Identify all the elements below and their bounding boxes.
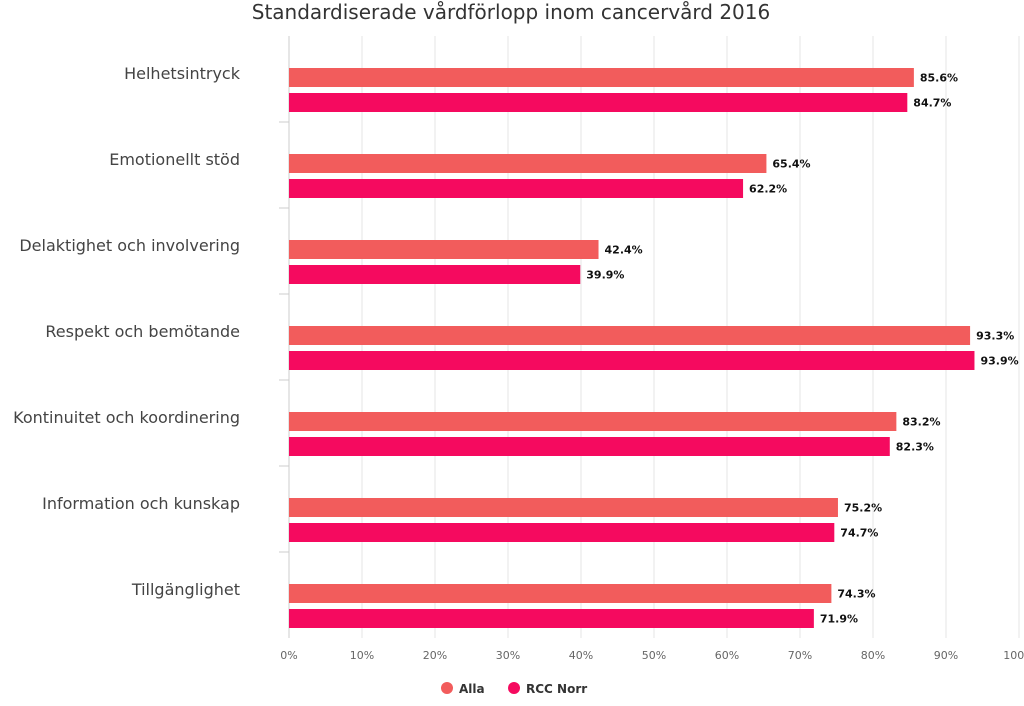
category-label: Delaktighet och involvering bbox=[19, 236, 240, 255]
bar-rcc-norr[interactable] bbox=[289, 523, 835, 542]
chart-title: Standardiserade vårdförlopp inom cancerv… bbox=[252, 0, 770, 24]
data-label: 75.2% bbox=[844, 502, 882, 515]
legend-marker-alla bbox=[441, 682, 453, 694]
legend-label-rcc-norr: RCC Norr bbox=[526, 682, 587, 696]
bar-rcc-norr[interactable] bbox=[289, 93, 908, 112]
x-tick-label: 60% bbox=[715, 649, 739, 662]
category-label: Helhetsintryck bbox=[124, 64, 241, 83]
x-tick-label: 70% bbox=[788, 649, 812, 662]
bar-alla[interactable] bbox=[289, 326, 971, 345]
bar-alla[interactable] bbox=[289, 240, 599, 259]
data-label: 62.2% bbox=[749, 183, 787, 196]
bar-alla[interactable] bbox=[289, 154, 767, 173]
legend-marker-rcc-norr bbox=[508, 682, 520, 694]
category-axis: Helhetsintryck Emotionellt stöd Delaktighe… bbox=[13, 36, 290, 638]
category-label: Kontinuitet och koordinering bbox=[13, 408, 240, 427]
bar-rcc-norr[interactable] bbox=[289, 351, 975, 370]
legend-item-rcc-norr[interactable]: RCC Norr bbox=[508, 682, 587, 696]
legend: Alla RCC Norr bbox=[441, 682, 587, 696]
bar-alla[interactable] bbox=[289, 68, 914, 87]
legend-label-alla: Alla bbox=[459, 682, 485, 696]
x-tick-label: 30% bbox=[496, 649, 520, 662]
category-label: Emotionellt stöd bbox=[109, 150, 240, 169]
x-tick-label: 50% bbox=[642, 649, 666, 662]
data-label: 84.7% bbox=[913, 97, 951, 110]
data-label: 65.4% bbox=[772, 158, 810, 171]
legend-item-alla[interactable]: Alla bbox=[441, 682, 485, 696]
bar-rcc-norr[interactable] bbox=[289, 179, 744, 198]
x-tick-label: 40% bbox=[569, 649, 593, 662]
x-tick-label: 0% bbox=[280, 649, 297, 662]
data-label: 93.9% bbox=[980, 355, 1018, 368]
x-tick-label: 90% bbox=[934, 649, 958, 662]
data-label: 93.3% bbox=[976, 330, 1014, 343]
bar-alla[interactable] bbox=[289, 498, 838, 517]
data-label: 42.4% bbox=[605, 244, 643, 257]
category-label: Respekt och bemötande bbox=[45, 322, 240, 341]
bar-alla[interactable] bbox=[289, 584, 832, 603]
data-label: 74.7% bbox=[840, 527, 878, 540]
bar-rcc-norr[interactable] bbox=[289, 609, 814, 628]
bars: 85.6% 84.7% 65.4% 62.2% 42.4% 39.9% 93.3% 93.9%… bbox=[289, 68, 1019, 628]
data-label: 85.6% bbox=[920, 72, 958, 85]
x-axis-ticks: 0% 10% 20% 30% 40% 50% 60% 70% 80% 90% 100% bbox=[280, 649, 1024, 662]
x-tick-label: 20% bbox=[423, 649, 447, 662]
data-label: 39.9% bbox=[586, 269, 624, 282]
data-label: 83.2% bbox=[902, 416, 940, 429]
bar-rcc-norr[interactable] bbox=[289, 437, 890, 456]
x-tick-label: 100% bbox=[1003, 649, 1024, 662]
category-label: Information och kunskap bbox=[42, 494, 240, 513]
data-label: 71.9% bbox=[820, 613, 858, 626]
category-label: Tillgänglighet bbox=[131, 580, 240, 599]
bar-rcc-norr[interactable] bbox=[289, 265, 581, 284]
bar-alla[interactable] bbox=[289, 412, 897, 431]
data-label: 74.3% bbox=[837, 588, 875, 601]
data-label: 82.3% bbox=[896, 441, 934, 454]
x-tick-label: 10% bbox=[350, 649, 374, 662]
x-tick-label: 80% bbox=[861, 649, 885, 662]
